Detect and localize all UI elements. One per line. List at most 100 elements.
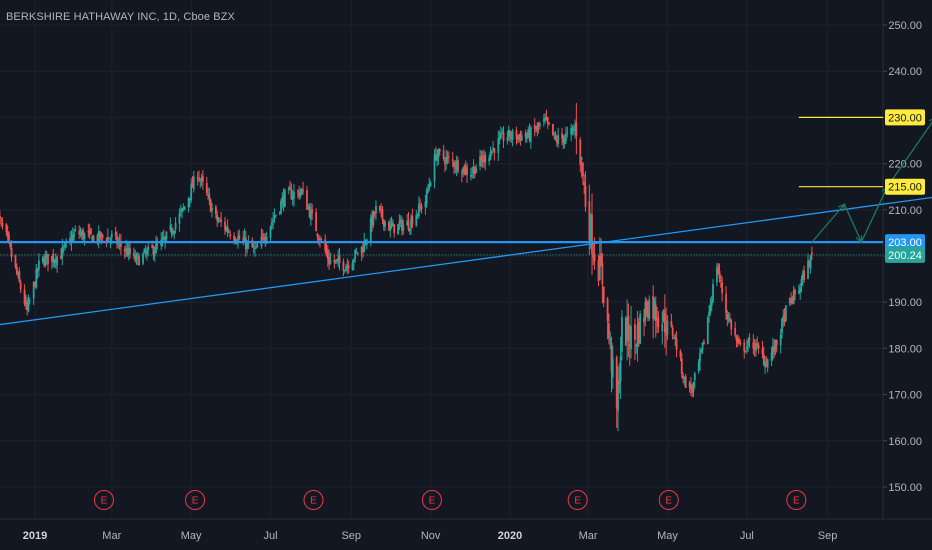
candle-body	[362, 248, 364, 253]
candle	[738, 336, 740, 345]
candle-body	[119, 241, 122, 247]
candle	[28, 297, 31, 305]
candle-body	[133, 253, 135, 256]
candle-body	[233, 235, 236, 241]
candle	[56, 255, 59, 273]
candle-body	[315, 212, 317, 232]
candle-body	[390, 223, 393, 226]
candle	[79, 227, 82, 238]
candle-body	[647, 313, 649, 318]
candle-body	[621, 316, 623, 352]
candle-body	[69, 237, 72, 243]
candle	[155, 235, 157, 254]
earnings-label: E	[429, 496, 436, 507]
candle	[281, 192, 284, 209]
candle-body	[397, 223, 399, 235]
candle	[570, 123, 573, 142]
candle	[375, 200, 377, 221]
candle	[0, 210, 1, 225]
candle	[790, 292, 792, 306]
candle-body	[209, 199, 212, 212]
candle-body	[309, 210, 312, 220]
candle	[217, 216, 220, 224]
candle-body	[419, 206, 422, 208]
candle	[691, 383, 694, 398]
candle-body	[19, 282, 22, 290]
candle-body	[610, 342, 613, 373]
candle-body	[174, 223, 177, 230]
candle-body	[263, 236, 265, 241]
y-tick-label: 180.00	[888, 343, 922, 355]
candle	[592, 242, 595, 266]
candle-body	[807, 260, 809, 279]
candle-body	[234, 238, 237, 242]
candle	[237, 230, 239, 249]
candle	[774, 339, 777, 355]
candle-body	[151, 245, 154, 248]
candle-body	[762, 354, 765, 365]
candle	[706, 315, 709, 345]
candle	[639, 310, 642, 345]
candle-body	[757, 344, 760, 349]
candle-body	[454, 167, 457, 169]
candle	[684, 373, 687, 389]
candle	[308, 203, 311, 219]
candle-body	[561, 133, 563, 139]
candle-body	[539, 124, 541, 126]
candle	[610, 336, 613, 393]
candle-body	[635, 344, 638, 346]
candle-body	[738, 339, 740, 344]
candle-body	[636, 325, 639, 348]
candle-body	[308, 206, 311, 218]
candle-body	[526, 135, 528, 140]
candle-body	[527, 129, 530, 137]
earnings-marker: E	[303, 490, 324, 510]
candle	[226, 219, 229, 238]
candle-body	[333, 260, 336, 263]
candle-body	[345, 266, 347, 272]
candle	[336, 259, 338, 265]
candle	[743, 339, 746, 359]
earnings-label: E	[310, 496, 317, 507]
candle-body	[406, 220, 409, 226]
candle	[142, 252, 144, 266]
candle	[229, 230, 232, 240]
candle	[345, 263, 347, 272]
candle-body	[734, 328, 737, 336]
candle	[420, 202, 423, 214]
candle	[510, 131, 513, 143]
candle-body	[574, 126, 576, 131]
candle	[73, 228, 75, 242]
candle-body	[438, 148, 441, 152]
candle-body	[388, 221, 390, 231]
x-tick-label: Jul	[264, 530, 278, 542]
candle	[661, 311, 664, 345]
candle-body	[35, 269, 38, 288]
candle-body	[460, 173, 463, 175]
candle-body	[373, 212, 376, 215]
price-tag-label: 215.00	[888, 182, 922, 194]
candle	[718, 263, 721, 283]
candle-body	[73, 232, 75, 237]
candle	[800, 275, 803, 293]
candle-body	[346, 265, 349, 268]
candle	[355, 247, 358, 254]
candle-body	[172, 231, 174, 235]
candle-body	[490, 150, 493, 155]
candle-body	[293, 191, 295, 199]
candle	[611, 345, 614, 389]
candle-body	[343, 270, 346, 272]
candle-body	[147, 246, 150, 250]
candle-body	[675, 338, 678, 350]
candle-body	[509, 130, 511, 138]
candle-body	[299, 192, 302, 195]
candle-body	[401, 220, 403, 232]
candle	[334, 259, 337, 265]
candle-body	[475, 168, 478, 174]
candle-body	[220, 219, 222, 223]
candle	[645, 298, 648, 317]
candle	[475, 164, 478, 174]
candle-body	[665, 327, 668, 336]
